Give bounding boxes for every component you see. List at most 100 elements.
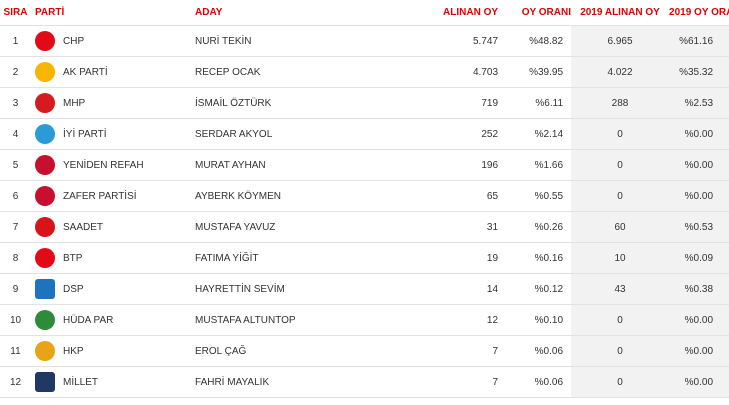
party-name-cell: ZAFER PARTİSİ [63, 180, 196, 212]
pct-cell: %0.06 [506, 335, 572, 367]
mhp-logo-icon [35, 93, 55, 113]
party-logo-cell [31, 25, 63, 57]
pct-2019-cell: %0.00 [669, 118, 729, 150]
candidate-name-cell: FATIMA YİĞİT [195, 242, 366, 274]
votes-2019-cell: 0 [571, 335, 670, 367]
pct-2019-cell: %0.00 [669, 149, 729, 181]
party-logo-cell [31, 242, 63, 274]
rank-cell: 6 [0, 180, 31, 212]
party-name-cell: İYİ PARTİ [63, 118, 196, 150]
votes-2019-cell: 288 [571, 87, 670, 119]
pct-cell: %0.10 [506, 304, 572, 336]
votes-cell: 7 [365, 335, 507, 367]
millet-logo-icon [35, 372, 55, 392]
votes-2019-cell: 0 [571, 180, 670, 212]
pct-cell: %2.14 [506, 118, 572, 150]
party-name-cell: MİLLET [63, 366, 196, 398]
candidate-name-cell: RECEP OCAK [195, 56, 366, 88]
pct-2019-cell: %0.00 [669, 335, 729, 367]
party-logo-cell [31, 149, 63, 181]
ak-parti-logo-icon [35, 62, 55, 82]
votes-cell: 14 [365, 273, 507, 305]
pct-2019-cell: %0.00 [669, 304, 729, 336]
table-row: 6 ZAFER PARTİSİ AYBERK KÖYMEN 65 %0.55 0 %0.00 [0, 180, 729, 212]
pct-cell: %0.06 [506, 366, 572, 398]
party-name-cell: AK PARTİ [63, 56, 196, 88]
votes-cell: 19 [365, 242, 507, 274]
candidate-name-cell: NURİ TEKİN [195, 25, 366, 57]
dsp-logo-icon [35, 279, 55, 299]
pct-cell: %0.12 [506, 273, 572, 305]
party-name-cell: HKP [63, 335, 196, 367]
rank-cell: 5 [0, 149, 31, 181]
party-logo-cell [31, 366, 63, 398]
header-votes: ALINAN OY [443, 7, 499, 18]
pct-cell: %39.95 [506, 56, 572, 88]
rank-cell: 9 [0, 273, 31, 305]
pct-2019-cell: %0.00 [669, 180, 729, 212]
pct-2019-cell: %35.32 [669, 56, 729, 88]
votes-2019-cell: 6.965 [571, 25, 670, 57]
votes-cell: 31 [365, 211, 507, 243]
yeniden-refah-logo-icon [35, 155, 55, 175]
votes-cell: 5.747 [365, 25, 507, 57]
pct-2019-cell: %2.53 [669, 87, 729, 119]
pct-2019-cell: %0.53 [669, 211, 729, 243]
candidate-name-cell: MUSTAFA ALTUNTOP [195, 304, 366, 336]
rank-cell: 10 [0, 304, 31, 336]
candidate-name-cell: AYBERK KÖYMEN [195, 180, 366, 212]
table-row: 12 MİLLET FAHRİ MAYALIK 7 %0.06 0 %0.00 [0, 366, 729, 398]
votes-2019-cell: 0 [571, 366, 670, 398]
rank-cell: 1 [0, 25, 31, 57]
candidate-name-cell: EROL ÇAĞ [195, 335, 366, 367]
table-row: 4 İYİ PARTİ SERDAR AKYOL 252 %2.14 0 %0.00 [0, 118, 729, 150]
header-votes-2019: 2019 ALINAN OY [580, 7, 660, 18]
party-name-cell: MHP [63, 87, 196, 119]
candidate-name-cell: SERDAR AKYOL [195, 118, 366, 150]
header-rank: SIRA [3, 7, 28, 18]
btp-logo-icon [35, 248, 55, 268]
party-logo-cell [31, 87, 63, 119]
party-name-cell: SAADET [63, 211, 196, 243]
header-pct: OY ORANI [521, 7, 572, 18]
pct-cell: %1.66 [506, 149, 572, 181]
saadet-logo-icon [35, 217, 55, 237]
candidate-name-cell: HAYRETTİN SEVİM [195, 273, 366, 305]
iyi-parti-logo-icon [35, 124, 55, 144]
party-logo-cell [31, 304, 63, 336]
party-name-cell: HÜDA PAR [63, 304, 196, 336]
party-logo-cell [31, 180, 63, 212]
votes-2019-cell: 0 [571, 304, 670, 336]
huda-par-logo-icon [35, 310, 55, 330]
hkp-logo-icon [35, 341, 55, 361]
party-name-cell: CHP [63, 25, 196, 57]
votes-2019-cell: 10 [571, 242, 670, 274]
votes-cell: 719 [365, 87, 507, 119]
zafer-partisi-logo-icon [35, 186, 55, 206]
party-logo-cell [31, 56, 63, 88]
party-logo-cell [31, 211, 63, 243]
rank-cell: 4 [0, 118, 31, 150]
rank-cell: 12 [0, 366, 31, 398]
votes-2019-cell: 60 [571, 211, 670, 243]
party-name-cell: YENİDEN REFAH [63, 149, 196, 181]
votes-cell: 7 [365, 366, 507, 398]
votes-2019-cell: 43 [571, 273, 670, 305]
party-name-cell: DSP [63, 273, 196, 305]
candidate-name-cell: MUSTAFA YAVUZ [195, 211, 366, 243]
table-row: 11 HKP EROL ÇAĞ 7 %0.06 0 %0.00 [0, 335, 729, 367]
table-row: 2 AK PARTİ RECEP OCAK 4.703 %39.95 4.022 %35.3… [0, 56, 729, 88]
header-party: PARTİ [35, 7, 65, 18]
party-name-cell: BTP [63, 242, 196, 274]
party-logo-cell [31, 273, 63, 305]
votes-cell: 196 [365, 149, 507, 181]
pct-cell: %0.26 [506, 211, 572, 243]
rank-cell: 3 [0, 87, 31, 119]
votes-2019-cell: 0 [571, 118, 670, 150]
votes-cell: 65 [365, 180, 507, 212]
table-row: 1 CHP NURİ TEKİN 5.747 %48.82 6.965 %61.16 [0, 25, 729, 57]
candidate-name-cell: İSMAİL ÖZTÜRK [195, 87, 366, 119]
rank-cell: 2 [0, 56, 31, 88]
party-logo-cell [31, 335, 63, 367]
